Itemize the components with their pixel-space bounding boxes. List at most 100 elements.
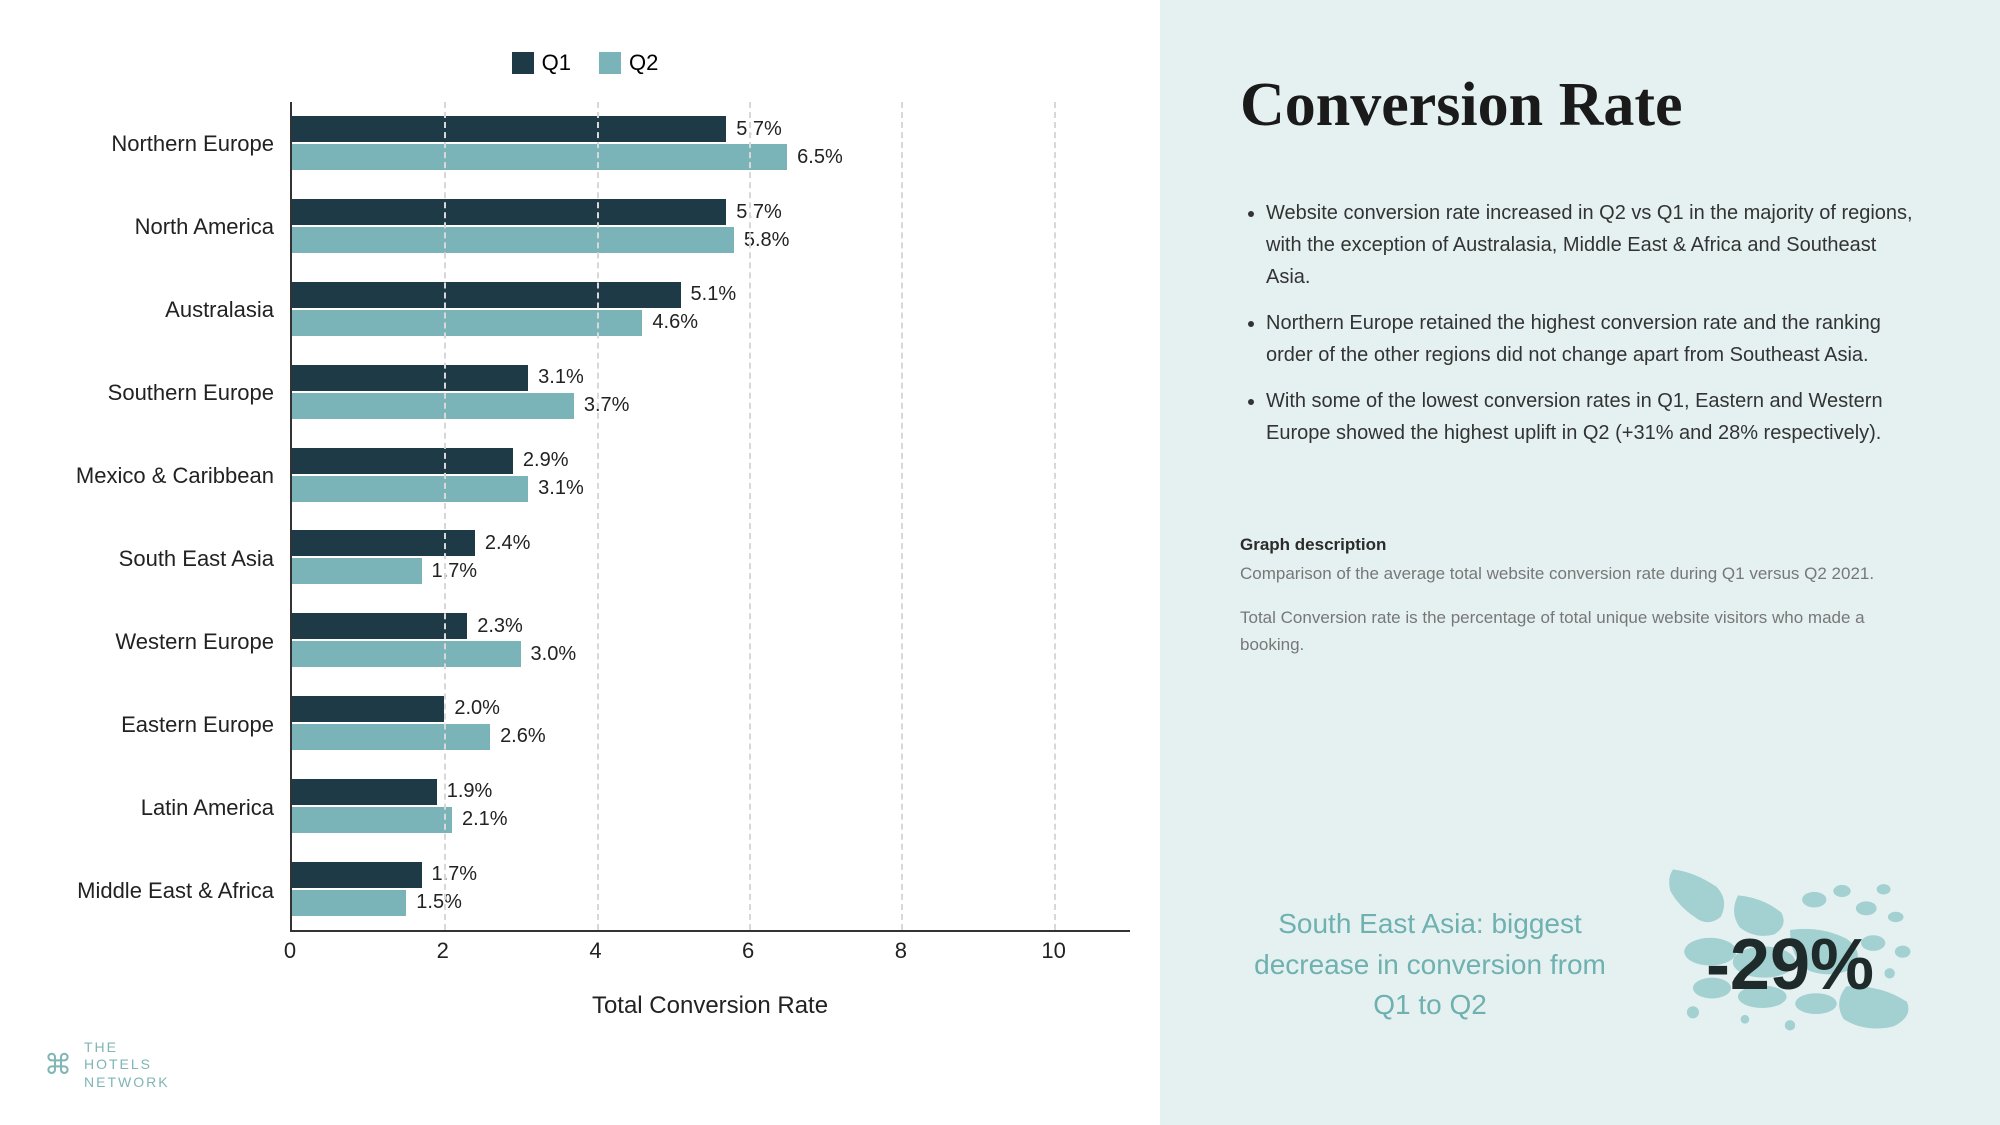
bar-row-q1: 3.1% [292,365,1130,391]
bar-row-q2: 3.7% [292,393,1130,419]
legend-item-q1: Q1 [512,50,571,76]
bar-group: 5.7%5.8% [292,185,1130,268]
category-label: Southern Europe [40,351,290,434]
info-panel: Conversion Rate Website conversion rate … [1160,0,2000,1125]
bar-q1 [292,116,726,142]
chart-plot: 5.7%6.5%5.7%5.8%5.1%4.6%3.1%3.7%2.9%3.1%… [290,102,1130,932]
bar-q1 [292,696,444,722]
bar-row-q1: 2.4% [292,530,1130,556]
category-label: North America [40,185,290,268]
bar-q1 [292,448,513,474]
bar-row-q1: 2.3% [292,613,1130,639]
gridline [597,102,599,930]
brand-logo-icon: ⌘ [44,1051,72,1079]
chart-area: Northern EuropeNorth AmericaAustralasiaS… [40,102,1130,932]
y-axis-labels: Northern EuropeNorth AmericaAustralasiaS… [40,102,290,932]
bar-value-label: 2.4% [485,532,531,555]
x-tick-label: 6 [742,938,754,964]
graph-description-p2: Total Conversion rate is the percentage … [1240,605,1920,658]
bar-value-label: 5.7% [736,118,782,141]
brand-logo: ⌘ THE HOTELS NETWORK [44,1039,170,1092]
bar-row-q2: 1.5% [292,890,1130,916]
gridline [444,102,446,930]
bar-value-label: 5.7% [736,201,782,224]
callout-graphic: -29% [1660,865,1920,1065]
bar-value-label: 4.6% [652,311,698,334]
bar-value-label: 2.0% [454,697,500,720]
bar-row-q1: 5.7% [292,199,1130,225]
bar-row-q2: 1.7% [292,558,1130,584]
bullet-item: Northern Europe retained the highest con… [1266,307,1920,371]
callout-value: -29% [1706,924,1874,1006]
bar-value-label: 3.1% [538,477,584,500]
bar-group: 1.7%1.5% [292,847,1130,930]
bullet-item: With some of the lowest conversion rates… [1266,385,1920,449]
bar-q1 [292,613,467,639]
x-tick-label: 0 [284,938,296,964]
bar-row-q2: 2.6% [292,724,1130,750]
category-label: Northern Europe [40,102,290,185]
bar-row-q1: 5.7% [292,116,1130,142]
bar-row-q2: 2.1% [292,807,1130,833]
bullet-item: Website conversion rate increased in Q2 … [1266,197,1920,293]
legend-item-q2: Q2 [599,50,658,76]
callout: South East Asia: biggest decrease in con… [1240,865,1920,1065]
bar-q2 [292,890,406,916]
brand-logo-line2: HOTELS [84,1056,170,1074]
bar-value-label: 1.9% [447,780,493,803]
bar-value-label: 2.6% [500,725,546,748]
chart-legend: Q1 Q2 [40,50,1130,76]
bar-group: 2.3% 3.0% [292,599,1130,682]
bar-value-label: 2.9% [523,449,569,472]
bar-value-label: 3.1% [538,366,584,389]
bar-q2 [292,310,642,336]
bar-row-q1: 1.7% [292,862,1130,888]
graph-description-p1: Comparison of the average total website … [1240,561,1920,587]
bar-row-q2: 6.5% [292,144,1130,170]
category-label: Middle East & Africa [40,849,290,932]
bar-q2 [292,641,521,667]
bar-value-label: 3.7% [584,394,630,417]
bar-group: 3.1%3.7% [292,350,1130,433]
bar-q1 [292,779,437,805]
callout-text: South East Asia: biggest decrease in con… [1240,904,1620,1026]
bar-q1 [292,199,726,225]
bar-row-q2: 3.1% [292,476,1130,502]
legend-swatch-q2 [599,52,621,74]
brand-logo-line1: THE [84,1039,170,1057]
category-label: Mexico & Caribbean [40,434,290,517]
bar-q1 [292,530,475,556]
bar-value-label: 2.1% [462,808,508,831]
bar-group: 5.1% 4.6% [292,268,1130,351]
bar-q2 [292,807,452,833]
legend-label-q1: Q1 [542,50,571,76]
x-tick-label: 8 [895,938,907,964]
bar-row-q1: 2.9% [292,448,1130,474]
page-title: Conversion Rate [1240,70,1920,141]
insight-bullets: Website conversion rate increased in Q2 … [1240,197,1920,449]
x-tick-label: 2 [437,938,449,964]
bar-value-label: 3.0% [531,643,577,666]
bar-row-q2: 4.6% [292,310,1130,336]
bar-group: 1.9% 2.1% [292,764,1130,847]
bar-value-label: 1.7% [432,560,478,583]
x-tick-label: 10 [1041,938,1065,964]
bar-value-label: 2.3% [477,615,523,638]
bar-value-label: 5.1% [691,283,737,306]
bar-q2 [292,724,490,750]
bar-group: 2.0%2.6% [292,682,1130,765]
bar-q1 [292,282,681,308]
brand-logo-line3: NETWORK [84,1074,170,1092]
category-label: South East Asia [40,517,290,600]
gridline [901,102,903,930]
category-label: Western Europe [40,600,290,683]
legend-swatch-q1 [512,52,534,74]
bar-q2 [292,476,528,502]
bar-row-q2: 3.0% [292,641,1130,667]
bar-row-q1: 2.0% [292,696,1130,722]
legend-label-q2: Q2 [629,50,658,76]
bar-group: 2.4% 1.7% [292,516,1130,599]
x-axis-title: Total Conversion Rate [290,992,1130,1020]
x-tick-label: 4 [589,938,601,964]
graph-description: Graph description Comparison of the aver… [1240,535,1920,658]
